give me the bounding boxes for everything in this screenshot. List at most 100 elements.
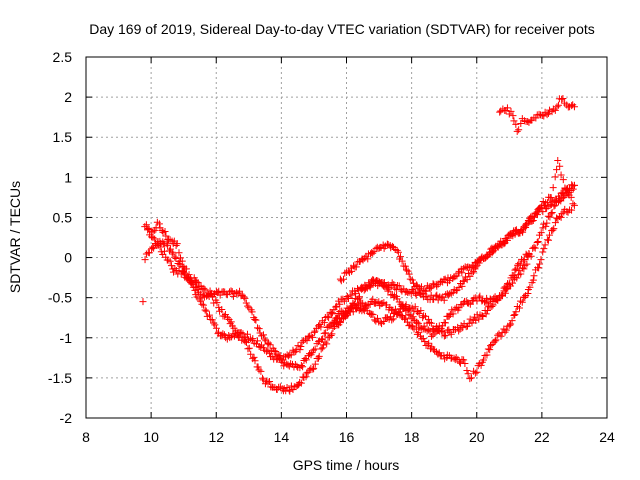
data-point-marker <box>520 265 528 273</box>
data-point-marker <box>523 251 531 259</box>
data-point-marker <box>417 307 425 315</box>
data-point-marker <box>557 213 565 221</box>
data-point-marker <box>533 211 541 219</box>
data-point-marker <box>306 366 314 374</box>
data-point-marker <box>327 332 335 340</box>
data-point-marker <box>447 330 455 338</box>
data-point-marker <box>526 283 534 291</box>
data-point-marker <box>419 335 427 343</box>
data-point-marker <box>215 328 223 336</box>
x-axis-tick-labels: 8 10 12 14 16 18 20 22 24 <box>82 429 615 445</box>
data-point-marker <box>266 341 274 349</box>
data-point-marker <box>537 256 545 264</box>
data-point-marker <box>307 332 315 340</box>
data-point-marker <box>328 330 336 338</box>
data-point-marker <box>325 314 333 322</box>
data-point-marker <box>547 210 555 218</box>
data-point-marker <box>476 255 484 263</box>
data-point-marker <box>410 307 418 315</box>
data-point-marker <box>501 289 509 297</box>
data-point-marker <box>191 286 199 294</box>
data-point-marker <box>496 108 504 116</box>
data-point-marker <box>483 351 491 359</box>
data-point-marker <box>405 270 413 278</box>
data-point-marker <box>433 327 441 335</box>
data-point-marker <box>520 117 528 125</box>
data-point-marker <box>346 308 354 316</box>
data-point-marker <box>251 316 259 324</box>
data-point-marker <box>500 239 508 247</box>
data-point-marker <box>483 294 491 302</box>
data-point-marker <box>512 120 520 128</box>
data-point-marker <box>494 296 502 304</box>
data-point-marker <box>449 310 457 318</box>
data-point-marker <box>445 312 453 320</box>
data-point-marker <box>242 299 250 307</box>
data-point-marker <box>366 282 374 290</box>
data-point-marker <box>261 335 269 343</box>
data-point-marker <box>240 293 248 301</box>
data-point-marker <box>310 364 318 372</box>
data-point-marker <box>463 366 471 374</box>
data-point-marker <box>208 293 216 301</box>
data-point-marker <box>310 346 318 354</box>
data-point-marker <box>551 173 559 181</box>
data-point-marker <box>413 330 421 338</box>
data-point-marker <box>402 266 410 274</box>
data-point-marker <box>472 316 480 324</box>
data-point-marker <box>475 360 483 368</box>
data-point-marker <box>539 208 547 216</box>
data-point-marker <box>339 275 347 283</box>
data-point-marker <box>220 331 228 339</box>
data-point-marker <box>276 354 284 362</box>
data-point-marker <box>227 287 235 295</box>
data-point-marker <box>491 337 499 345</box>
data-point-marker <box>490 294 498 302</box>
data-point-marker <box>171 253 179 261</box>
data-point-marker <box>328 310 336 318</box>
data-point-marker <box>427 332 435 340</box>
data-point-marker <box>317 323 325 331</box>
data-point-marker <box>250 353 258 361</box>
data-point-marker <box>151 235 159 243</box>
data-point-marker <box>539 248 547 256</box>
data-point-marker <box>564 188 572 196</box>
plot-frame <box>85 56 608 419</box>
data-point-marker <box>336 300 344 308</box>
data-point-marker <box>383 314 391 322</box>
data-point-marker <box>441 319 449 327</box>
data-point-marker <box>177 254 185 262</box>
data-point-marker <box>154 241 162 249</box>
data-point-marker <box>438 322 446 330</box>
data-point-marker <box>302 356 310 364</box>
data-point-marker <box>468 262 476 270</box>
data-point-marker <box>482 254 490 262</box>
data-point-marker <box>529 276 537 284</box>
data-point-marker <box>303 369 311 377</box>
data-point-marker <box>425 339 433 347</box>
data-point-marker <box>377 318 385 326</box>
data-point-marker <box>524 289 532 297</box>
data-point-marker <box>420 322 428 330</box>
data-point-marker <box>531 212 539 220</box>
data-point-marker <box>569 200 577 208</box>
data-point-marker <box>264 378 272 386</box>
data-point-marker <box>473 368 481 376</box>
data-point-marker <box>544 109 552 117</box>
data-point-marker <box>518 298 526 306</box>
data-point-marker <box>487 342 494 350</box>
data-point-marker <box>253 337 261 345</box>
data-point-marker <box>397 286 405 294</box>
x-axis-title: GPS time / hours <box>293 457 400 473</box>
data-point-marker <box>374 282 382 290</box>
data-point-marker <box>429 331 437 339</box>
x-tick-label: 14 <box>274 429 290 445</box>
data-point-marker <box>477 361 485 369</box>
data-point-marker <box>512 265 520 273</box>
x-tick-label: 22 <box>534 429 550 445</box>
data-point-marker <box>427 319 435 327</box>
data-point-marker <box>369 249 377 257</box>
data-point-marker <box>504 280 512 288</box>
data-point-marker <box>470 263 478 271</box>
x-tick-label: 10 <box>143 429 159 445</box>
